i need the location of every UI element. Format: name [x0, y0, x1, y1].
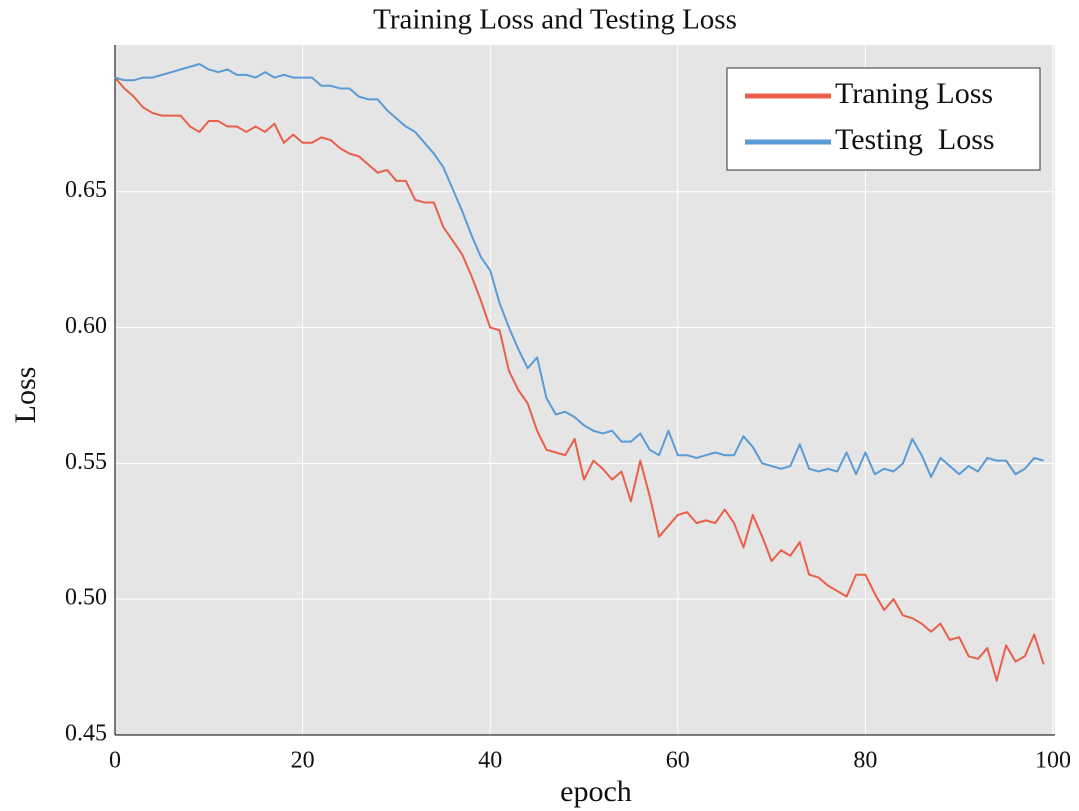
- y-tick-label: 0.65: [65, 177, 107, 203]
- x-axis-label: epoch: [560, 775, 632, 808]
- data-line: [114, 63, 1044, 478]
- data-line: [114, 76, 1045, 682]
- y-tick-label: 0.55: [65, 449, 107, 475]
- x-tick-label: 0: [109, 748, 121, 774]
- legend-box: [726, 67, 1041, 171]
- x-tick-label: 100: [1035, 748, 1071, 774]
- x-tick-label: 40: [478, 748, 502, 774]
- x-tick-label: 80: [853, 748, 877, 774]
- x-tick-label: 20: [291, 748, 315, 774]
- chart-title: Training Loss and Testing Loss: [373, 4, 737, 36]
- y-tick-label: 0.50: [65, 585, 107, 611]
- legend-label: Testing Loss: [835, 123, 995, 156]
- y-axis-label: Loss: [9, 367, 42, 424]
- y-tick-label: 0.45: [65, 721, 107, 747]
- legend-label: Traning Loss: [835, 77, 993, 110]
- y-tick-label: 0.60: [65, 313, 107, 339]
- x-tick-label: 60: [666, 748, 690, 774]
